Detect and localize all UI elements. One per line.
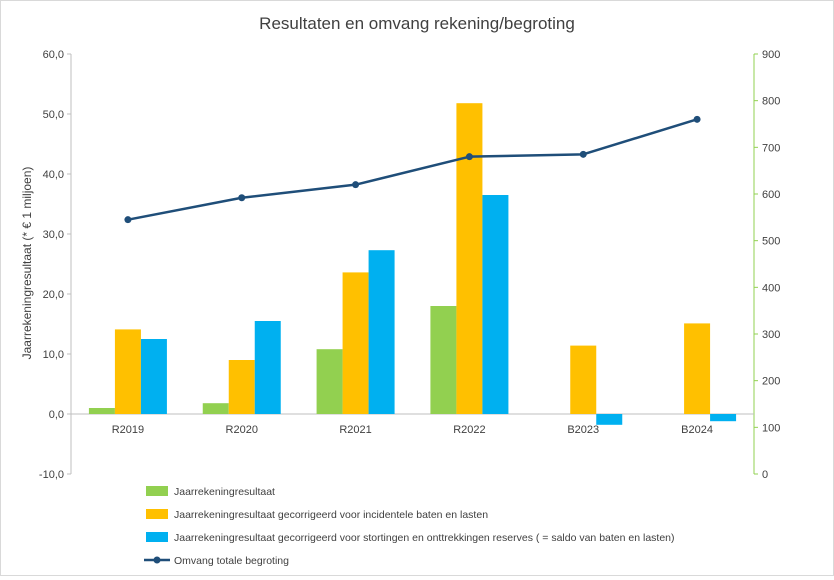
bar xyxy=(482,195,509,414)
line-point xyxy=(465,153,473,161)
x-tick-label: R2020 xyxy=(226,424,258,436)
x-tick-label: B2024 xyxy=(681,424,713,436)
bar xyxy=(114,329,141,414)
legend-label: Omvang totale begroting xyxy=(174,555,289,567)
y-tick-label: 0,0 xyxy=(49,409,64,421)
legend-swatch xyxy=(146,532,168,542)
bar xyxy=(368,250,395,414)
bar xyxy=(430,306,457,414)
y2-tick-label: 300 xyxy=(762,329,780,341)
legend-label: Jaarrekeningresultaat gecorrigeerd voor … xyxy=(174,532,675,544)
legend-swatch xyxy=(146,486,168,496)
x-tick-label: B2023 xyxy=(567,424,599,436)
y-tick-label: 50,0 xyxy=(43,109,64,121)
y-tick-label: -10,0 xyxy=(39,469,64,481)
bar xyxy=(684,323,711,414)
legend-swatch xyxy=(146,509,168,519)
line-point xyxy=(693,115,701,123)
bar xyxy=(596,414,623,425)
y2-tick-label: 700 xyxy=(762,142,780,154)
bar xyxy=(342,272,369,414)
y-tick-label: 20,0 xyxy=(43,289,64,301)
x-tick-label: R2021 xyxy=(339,424,371,436)
y-tick-label: 10,0 xyxy=(43,349,64,361)
y2-tick-label: 800 xyxy=(762,96,780,108)
line-point xyxy=(352,181,360,189)
y2-tick-label: 100 xyxy=(762,422,780,434)
bar xyxy=(254,321,281,414)
y-tick-label: 60,0 xyxy=(43,49,64,61)
y2-tick-label: 500 xyxy=(762,236,780,248)
line-point xyxy=(579,150,587,158)
legend-swatch-point xyxy=(153,556,161,564)
series-line xyxy=(127,118,698,221)
bar xyxy=(710,414,737,422)
legend-label: Jaarrekeningresultaat gecorrigeerd voor … xyxy=(174,509,488,521)
y2-tick-label: 200 xyxy=(762,376,780,388)
bar xyxy=(570,345,597,414)
line-point xyxy=(238,194,246,202)
y-axis-title: Jaarrekeningresultaat (* € 1 miljoen) xyxy=(20,167,34,360)
bar xyxy=(88,408,115,414)
legend-label: Jaarrekeningresultaat xyxy=(174,486,275,498)
bar xyxy=(202,403,229,414)
bar xyxy=(456,103,483,414)
x-tick-label: R2019 xyxy=(112,424,144,436)
bar xyxy=(228,360,255,414)
bar xyxy=(140,339,167,414)
y-tick-label: 30,0 xyxy=(43,229,64,241)
bar xyxy=(316,349,343,414)
x-tick-label: R2022 xyxy=(453,424,485,436)
y2-tick-label: 600 xyxy=(762,189,780,201)
y-tick-label: 40,0 xyxy=(43,169,64,181)
plot-area: -10,0 0,0 10,0 20,0 30,0 40,0 50,0 60,0 0 100 200 3… xyxy=(39,49,780,481)
y2-tick-label: 900 xyxy=(762,49,780,61)
y2-tick-label: 400 xyxy=(762,282,780,294)
chart-title: Resultaten en omvang rekening/begroting xyxy=(259,14,575,33)
line-point xyxy=(124,216,132,224)
y2-tick-label: 0 xyxy=(762,469,768,481)
legend: Jaarrekeningresultaat Jaarrekeningresulta… xyxy=(144,486,675,567)
